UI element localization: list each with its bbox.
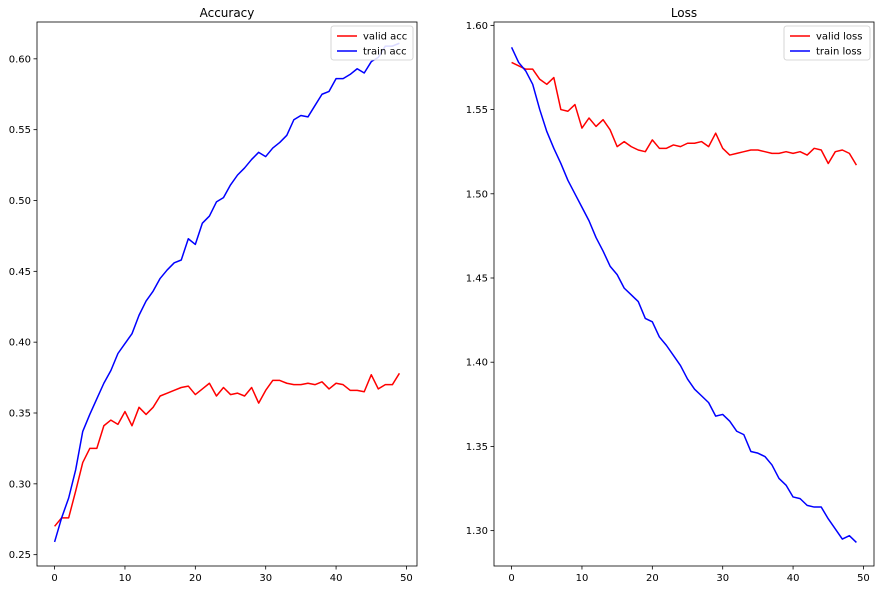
x-tick-label: 20 [189,573,202,584]
series-line-train-loss [510,46,857,543]
y-tick-label: 0.50 [9,196,31,207]
x-tick-label: 10 [576,573,589,584]
x-tick-label: 30 [259,573,272,584]
y-tick-label: 0.55 [9,125,31,136]
y-tick-label: 1.55 [466,105,488,116]
x-tick-label: 0 [508,573,514,584]
legend-label: valid acc [363,32,407,43]
x-tick-label: 50 [857,573,870,584]
legend-label: train acc [363,47,407,58]
y-tick-label: 1.40 [466,358,488,369]
y-tick-label: 0.35 [9,409,31,420]
chart-title: Loss [671,6,697,20]
y-tick-label: 1.50 [466,189,488,200]
y-tick-label: 1.60 [466,21,488,32]
plot-frame [493,21,875,567]
series-line-valid-acc [54,372,401,527]
y-tick-label: 0.45 [9,267,31,278]
plot-frame [36,21,418,567]
y-tick-label: 0.40 [9,338,31,349]
x-tick-label: 0 [51,573,57,584]
x-tick-label: 40 [787,573,800,584]
x-tick-label: 10 [119,573,132,584]
chart-title: Accuracy [200,6,255,20]
legend-label: train loss [816,47,862,58]
legend-label: valid loss [816,32,862,43]
series-line-train-acc [53,42,400,543]
y-tick-label: 0.30 [9,479,31,490]
x-tick-label: 40 [330,573,343,584]
y-tick-label: 1.35 [466,442,488,453]
x-tick-label: 20 [646,573,659,584]
x-tick-label: 30 [716,573,729,584]
legend: valid acc train acc [330,25,414,61]
y-tick-label: 0.25 [9,550,31,561]
y-tick-label: 1.30 [466,526,488,537]
series-line-valid-loss [511,61,858,166]
legend: valid loss train loss [783,25,871,61]
x-tick-label: 50 [400,573,413,584]
chart-panel-loss: Loss 0 10 20 30 40 50 1.30 1.35 1.40 1.45 1.50 1.55 1… [466,6,875,584]
y-tick-label: 1.45 [466,274,488,285]
chart-panel-accuracy: Accuracy 0 10 20 30 40 50 0.25 0.30 0.35 0.40 0.45 0… [9,6,418,584]
y-tick-label: 0.60 [9,54,31,65]
